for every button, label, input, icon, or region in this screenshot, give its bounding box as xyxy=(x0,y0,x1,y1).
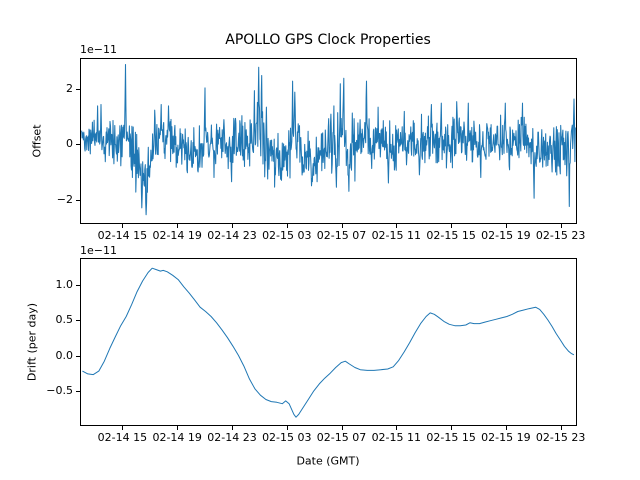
x-tick-mark xyxy=(560,224,562,228)
x-tick-label: 02-15 07 xyxy=(316,431,367,444)
x-tick-label: 02-15 23 xyxy=(535,229,586,242)
drift-series-line xyxy=(82,267,575,418)
x-tick-mark xyxy=(396,426,398,430)
y-tick-label: 0.5 xyxy=(55,313,74,326)
x-axis-title: Date (GMT) xyxy=(296,454,360,468)
offset-series-line xyxy=(81,63,576,216)
x-tick-label: 02-15 07 xyxy=(316,229,367,242)
y-tick-label: −2 xyxy=(56,192,73,206)
x-tick-mark xyxy=(122,426,124,430)
x-tick-mark xyxy=(396,224,398,228)
x-tick-mark xyxy=(505,224,507,228)
x-tick-label: 02-15 23 xyxy=(535,431,586,444)
x-tick-mark xyxy=(286,426,288,430)
drift-series-plot xyxy=(82,267,575,418)
x-tick-label: 02-15 03 xyxy=(262,229,312,242)
y-tick-mark xyxy=(76,320,80,321)
x-tick-mark xyxy=(177,224,179,228)
x-tick-mark xyxy=(505,426,507,430)
x-tick-label: 02-14 15 xyxy=(97,431,148,444)
chart-title: APOLLO GPS Clock Properties xyxy=(225,32,431,48)
y-axis-scale-label-bottom: 1e−11 xyxy=(80,244,117,257)
y-tick-mark xyxy=(76,89,80,91)
x-tick-label: 02-15 15 xyxy=(426,229,476,242)
x-tick-label: 02-15 11 xyxy=(371,229,422,242)
x-tick-mark xyxy=(122,224,124,228)
x-tick-mark xyxy=(341,224,343,228)
y-axis-title-drift: Drift (per day) xyxy=(25,302,39,382)
x-tick-label: 02-14 23 xyxy=(207,431,257,444)
y-tick-label: 0 xyxy=(66,137,73,151)
x-tick-mark xyxy=(232,224,233,228)
y-axis-scale-label-top: 1e−11 xyxy=(80,43,117,56)
y-tick-label: −0.5 xyxy=(46,383,73,397)
y-tick-mark xyxy=(76,284,80,286)
x-tick-label: 02-14 15 xyxy=(97,229,148,242)
y-tick-label: 0.0 xyxy=(55,348,74,362)
x-tick-label: 02-15 03 xyxy=(262,431,312,444)
x-tick-label: 02-15 11 xyxy=(371,431,422,444)
y-axis-title-offset: Offset xyxy=(30,124,44,158)
y-tick-mark xyxy=(76,144,80,146)
offset-plot-area xyxy=(80,58,577,224)
x-tick-label: 02-15 19 xyxy=(481,229,531,242)
drift-plot-area xyxy=(80,258,577,426)
y-tick-mark xyxy=(76,390,80,392)
y-tick-label: 1.0 xyxy=(55,277,74,291)
x-tick-mark xyxy=(451,224,453,228)
x-tick-mark xyxy=(286,224,288,228)
x-tick-mark xyxy=(341,426,343,430)
x-tick-mark xyxy=(451,426,453,430)
x-tick-label: 02-15 19 xyxy=(481,431,531,444)
x-tick-label: 02-14 19 xyxy=(152,229,202,242)
x-tick-label: 02-15 15 xyxy=(426,431,476,444)
x-tick-label: 02-14 19 xyxy=(152,431,202,444)
x-tick-label: 02-14 23 xyxy=(207,229,257,242)
offset-series-plot xyxy=(81,63,576,216)
y-tick-label: 2 xyxy=(66,82,73,96)
y-tick-mark xyxy=(76,199,80,201)
x-tick-mark xyxy=(177,426,179,430)
x-tick-mark xyxy=(232,426,233,430)
x-tick-mark xyxy=(560,426,562,430)
y-tick-mark xyxy=(76,355,80,357)
